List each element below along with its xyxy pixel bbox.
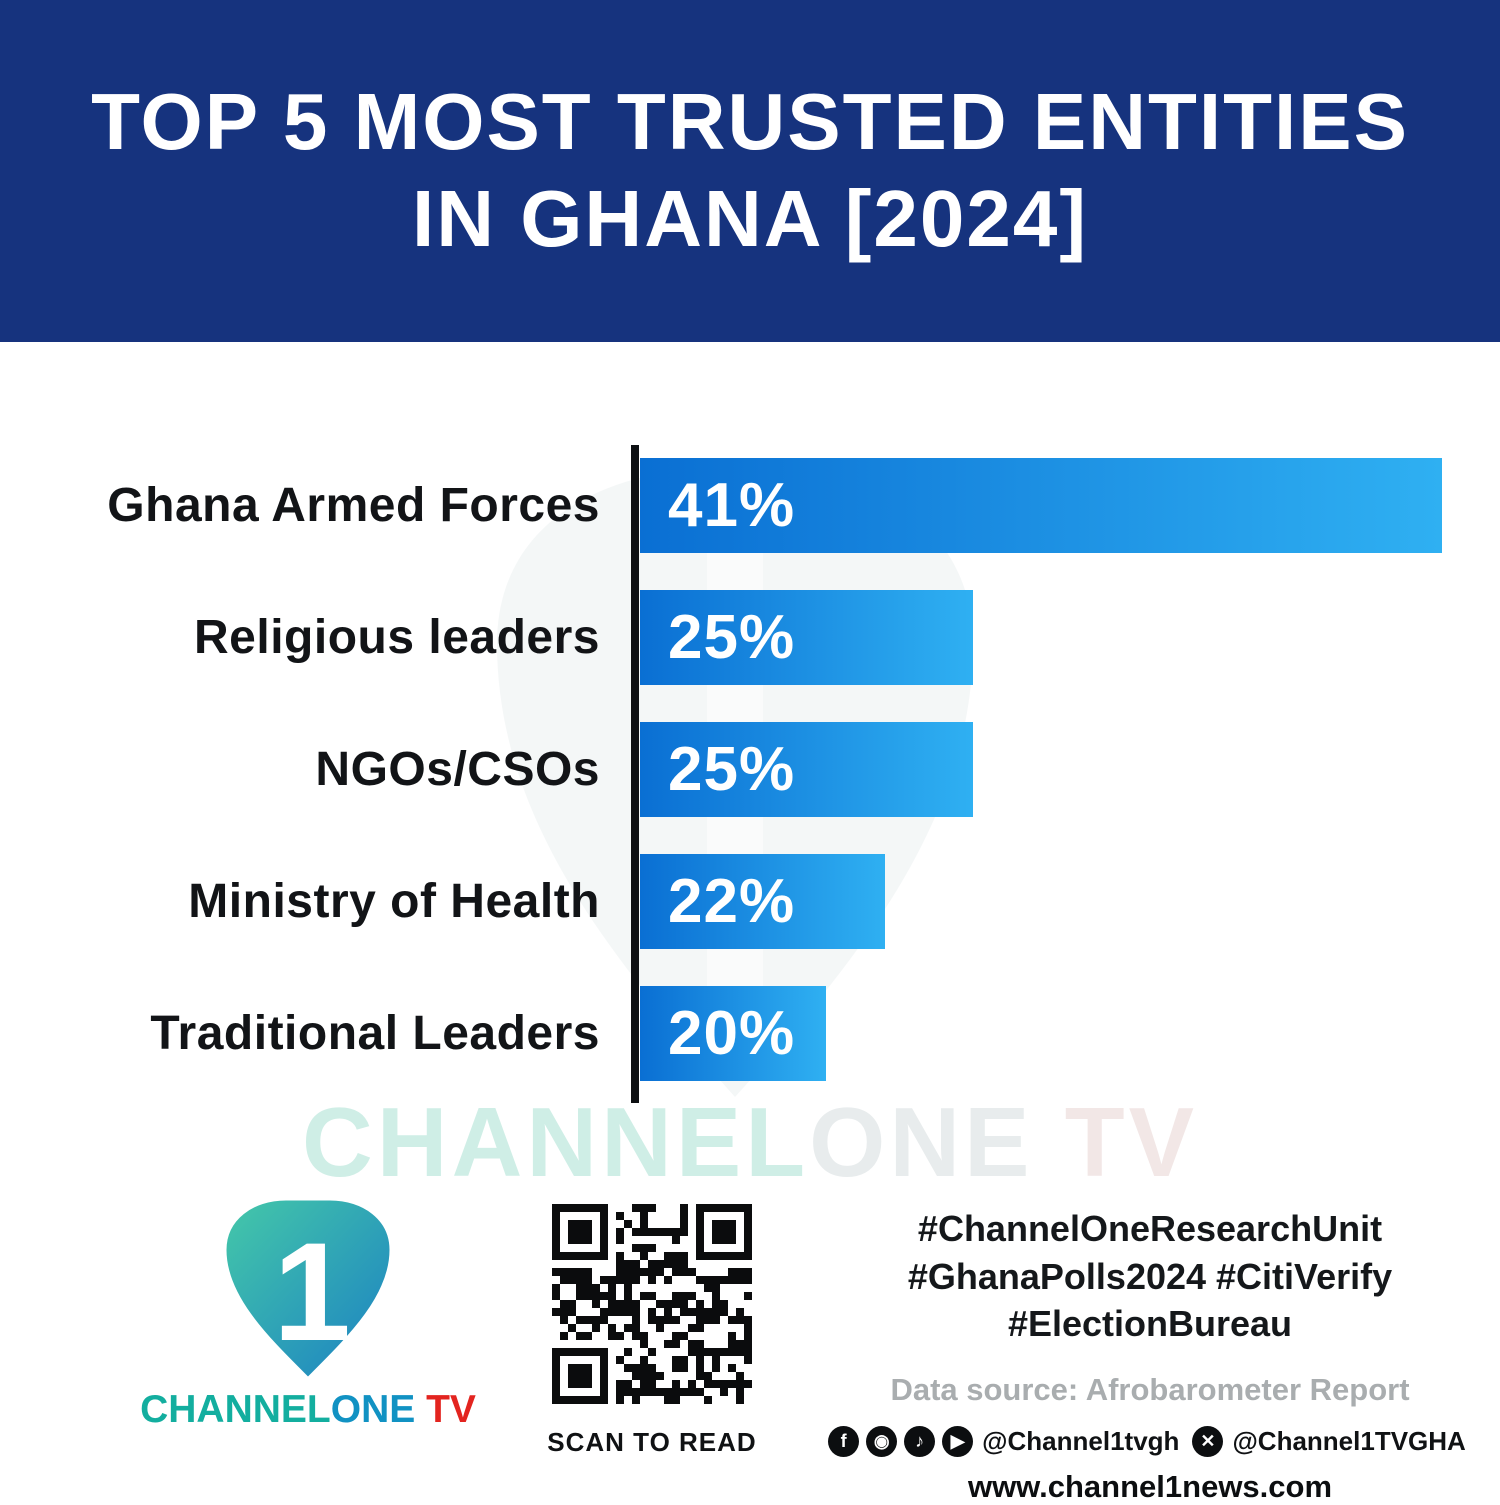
footer-info-block: #ChannelOneResearchUnit #GhanaPolls2024 … (828, 1205, 1470, 1505)
qr-caption: SCAN TO READ (547, 1427, 757, 1457)
brand-tv: TV (415, 1388, 476, 1431)
chart-axis-line (631, 445, 639, 1103)
bar-value: 20% (668, 999, 796, 1068)
watermark-part2: ONE (809, 1087, 1034, 1197)
bar-row: Religious leaders 25% (0, 590, 1500, 685)
hashtags-line3: #ElectionBureau (1007, 1303, 1293, 1345)
brand-one: ONE (330, 1388, 416, 1431)
bar-row: Ghana Armed Forces 41% (0, 458, 1500, 553)
brand-channel: CHANNEL (140, 1388, 331, 1431)
bar-value: 41% (668, 471, 796, 540)
instagram-icon: ◉ (866, 1425, 898, 1457)
tiktok-icon: ♪ (904, 1425, 936, 1457)
hashtags-line2: #GhanaPolls2024 #CitiVerify (907, 1255, 1393, 1297)
website-url: www.channel1news.com (967, 1468, 1333, 1504)
social-handle-main: @Channel1tvgh (982, 1425, 1180, 1456)
bar-value: 25% (668, 603, 796, 672)
channel-one-logo-icon: 1 (221, 1195, 395, 1384)
brand-wordmark: CHANNELONE TV (140, 1388, 476, 1432)
bar-label: Traditional Leaders (150, 1007, 600, 1060)
facebook-icon: f (828, 1425, 860, 1457)
hashtags: #ChannelOneResearchUnit #GhanaPolls2024 … (830, 1205, 1470, 1348)
bar-value: 22% (668, 867, 796, 936)
bar: 41% (640, 458, 1442, 553)
youtube-icon: ▶ (942, 1425, 974, 1457)
data-source: Data source: Afrobarometer Report (890, 1371, 1410, 1407)
bar-row: Traditional Leaders 20% (0, 986, 1500, 1081)
bar: 20% (640, 986, 826, 1081)
x-icon: ✕ (1192, 1425, 1224, 1457)
bar-label: Religious leaders (194, 611, 600, 664)
logo-numeral: 1 (273, 1213, 351, 1370)
bar: 25% (640, 590, 973, 685)
watermark-part1: CHANNEL (302, 1087, 810, 1197)
bar-chart: Ghana Armed Forces 41% Religious leaders 25… (0, 458, 1500, 1118)
hashtags-line1: #ChannelOneResearchUnit (917, 1208, 1383, 1249)
bar-label: Ministry of Health (188, 875, 600, 928)
bar-value: 25% (668, 735, 796, 804)
social-row: f ◉ ♪ ▶ @Channel1tvgh ✕ @Channel1TVGHA (828, 1425, 1470, 1457)
channel-one-watermark: CHANNELONE TV (0, 1086, 1500, 1199)
bar-label: NGOs/CSOs (315, 743, 600, 796)
bar: 22% (640, 854, 885, 949)
qr-block: SCAN TO READ (542, 1198, 762, 1458)
watermark-part3: TV (1033, 1087, 1198, 1197)
bar-row: NGOs/CSOs 25% (0, 722, 1500, 817)
channel-one-logo-block: 1 CHANNELONE TV (140, 1188, 476, 1432)
bar-row: Ministry of Health 22% (0, 854, 1500, 949)
page-title-line1: TOP 5 MOST TRUSTED ENTITIES (91, 77, 1409, 167)
qr-code (542, 1198, 762, 1415)
header-banner: TOP 5 MOST TRUSTED ENTITIES IN GHANA [20… (0, 0, 1500, 342)
page-title-line2: IN GHANA [2024] (411, 174, 1089, 263)
bar: 25% (640, 722, 973, 817)
bar-label: Ghana Armed Forces (107, 479, 600, 532)
social-handle-x: @Channel1TVGHA (1232, 1425, 1466, 1456)
